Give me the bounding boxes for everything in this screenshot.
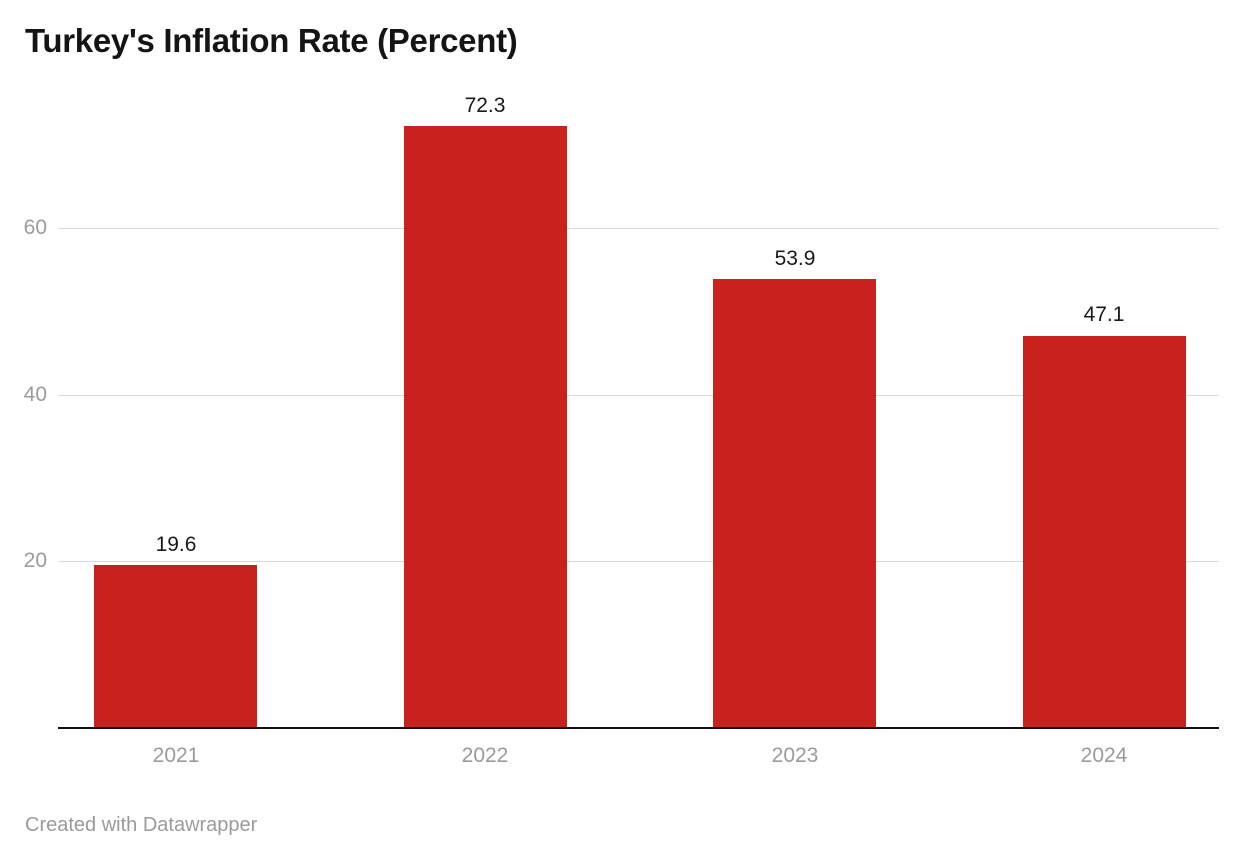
y-tick-label-40: 40 <box>23 383 47 406</box>
gridline-40 <box>58 395 1219 396</box>
x-axis-baseline <box>58 727 1219 729</box>
bar-2024[interactable] <box>1023 335 1186 728</box>
y-tick-label-60: 60 <box>23 216 47 239</box>
gridline-20 <box>58 561 1219 562</box>
x-tick-label-2023: 2023 <box>771 744 819 767</box>
x-tick-label-2021: 2021 <box>152 744 200 767</box>
bar-2021[interactable] <box>94 564 257 728</box>
chart-title: Turkey's Inflation Rate (Percent) <box>25 22 518 59</box>
y-tick-label-20: 20 <box>23 549 47 572</box>
value-label-2021: 19.6 <box>155 533 197 556</box>
value-label-2022: 72.3 <box>464 94 506 117</box>
value-label-2024: 47.1 <box>1083 303 1125 326</box>
datawrapper-credit-link[interactable]: Created with Datawrapper <box>25 814 258 836</box>
gridline-60 <box>58 228 1219 229</box>
bar-2022[interactable] <box>404 125 567 728</box>
value-label-2023: 53.9 <box>774 247 816 270</box>
x-tick-label-2022: 2022 <box>461 744 509 767</box>
x-tick-label-2024: 2024 <box>1080 744 1128 767</box>
bar-2023[interactable] <box>713 278 876 728</box>
